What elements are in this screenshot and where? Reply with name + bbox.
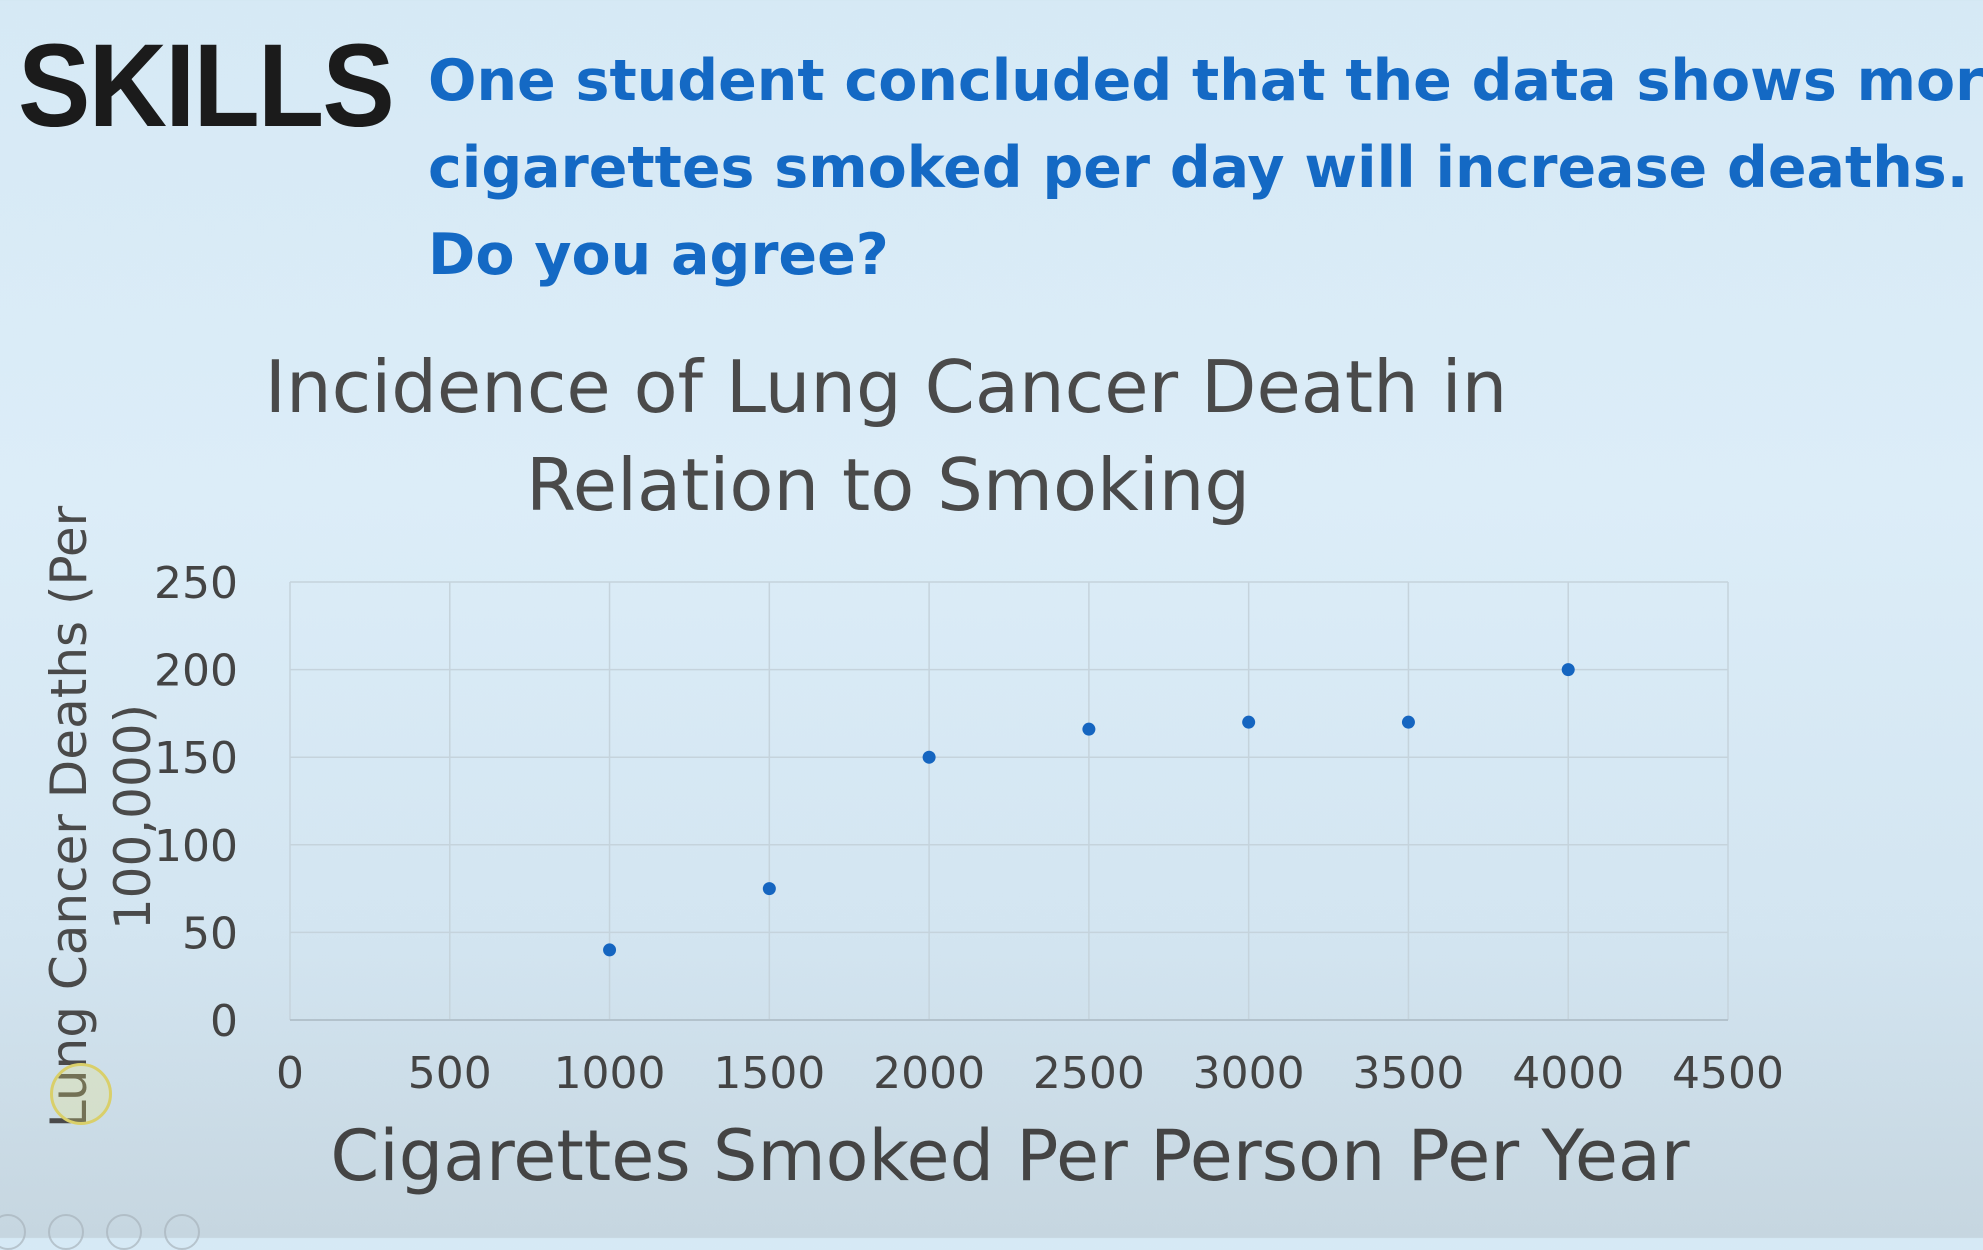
x-tick-label: 1500 (713, 1048, 825, 1099)
y-tick-label: 250 (154, 558, 238, 609)
x-tick-label: 2000 (873, 1048, 985, 1099)
data-point (1401, 715, 1415, 729)
x-tick-label: 0 (276, 1048, 304, 1099)
data-point (1242, 715, 1256, 729)
x-tick-label: 2500 (1033, 1048, 1145, 1099)
data-point (922, 750, 936, 764)
y-tick-label: 0 (210, 996, 238, 1047)
pointer-icon[interactable] (0, 1214, 26, 1250)
y-tick-label: 150 (154, 733, 238, 784)
mouse-cursor-highlight (50, 1063, 112, 1125)
x-tick-labels: 0 500 1000 1500 2000 2500 3000 3500 4000 4500 (276, 1048, 1784, 1099)
y-axis-label-line-1: Lung Cancer Deaths (Per (40, 505, 98, 1128)
data-point (603, 943, 617, 957)
data-points (603, 663, 1575, 957)
data-point (762, 882, 776, 896)
y-tick-labels: 0 50 100 150 200 250 (154, 558, 238, 1047)
y-tick-label: 100 (154, 821, 238, 872)
y-tick-label: 50 (182, 908, 238, 959)
slides-icon[interactable] (106, 1214, 142, 1250)
x-tick-label: 1000 (554, 1048, 666, 1099)
skills-heading: SKILLS (18, 20, 395, 152)
y-tick-label: 200 (154, 646, 238, 697)
chart-title-line-2: Relation to Smoking (526, 443, 1250, 527)
question-text: One student concluded that the data show… (428, 38, 1983, 299)
question-line-2: cigarettes smoked per day will increase … (428, 135, 1969, 201)
x-tick-label: 4000 (1512, 1048, 1624, 1099)
more-icon[interactable] (164, 1214, 200, 1250)
gridlines (289, 581, 1729, 1021)
data-point (1082, 722, 1096, 736)
chart-title-line-1: Incidence of Lung Cancer Death in (265, 345, 1508, 429)
y-axis-label-line-2: 100,000) (104, 704, 162, 930)
x-axis-label: Cigarettes Smoked Per Person Per Year (330, 1115, 1689, 1197)
slide-toolbar (0, 1210, 250, 1250)
question-line-1: One student concluded that the data show… (428, 48, 1983, 114)
x-tick-label: 3500 (1352, 1048, 1464, 1099)
x-tick-label: 500 (408, 1048, 492, 1099)
zoom-icon[interactable] (48, 1214, 84, 1250)
x-tick-label: 4500 (1672, 1048, 1784, 1099)
x-tick-label: 3000 (1193, 1048, 1305, 1099)
data-point (1561, 663, 1575, 677)
question-line-3: Do you agree? (428, 222, 889, 288)
